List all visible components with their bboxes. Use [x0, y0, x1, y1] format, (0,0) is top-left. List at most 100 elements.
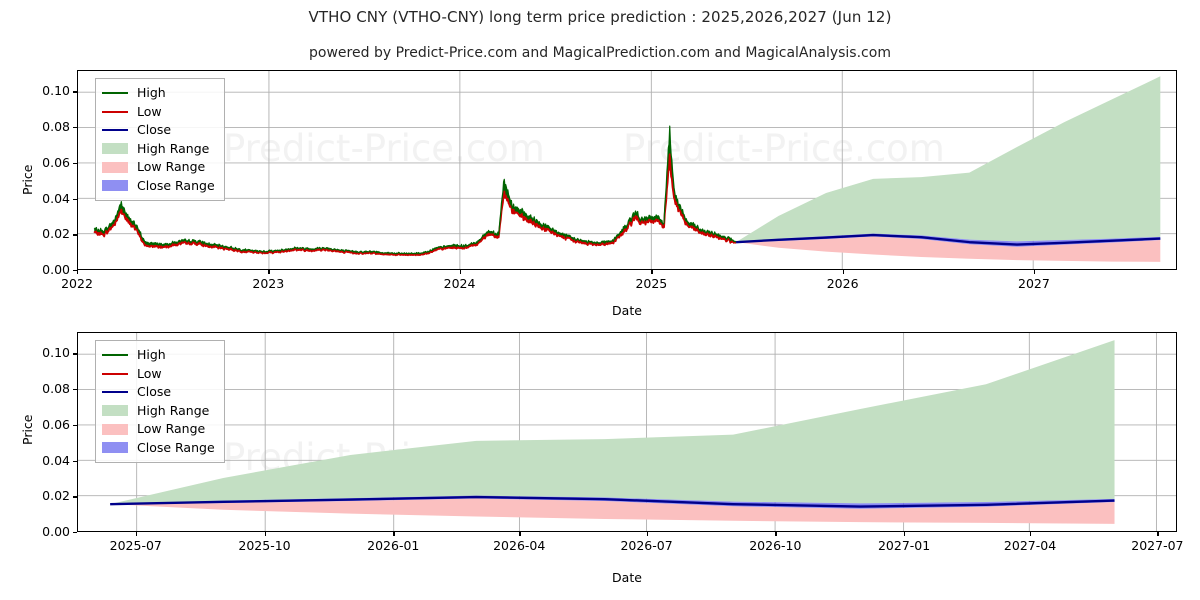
y-tick-mark [73, 234, 77, 236]
y-tick-label: 0.04 [42, 452, 70, 468]
bottom-legend-label: Close [137, 384, 172, 399]
top-legend-label: High [137, 85, 166, 100]
top-legend: High Low Close High Range Low Range Close Ran… [95, 78, 225, 201]
top-legend-item-close[interactable]: Close [102, 121, 216, 140]
bottom-chart-panel: Price 0.00 0.02 0.04 0.06 0.08 0.10 2025-07 20… [0, 320, 1200, 600]
x-tick-mark [135, 532, 138, 536]
top-legend-item-close-range[interactable]: Close Range [102, 177, 216, 196]
bottom-legend-item-low[interactable]: Low [102, 365, 216, 384]
x-tick-mark [77, 270, 79, 274]
y-tick-mark [73, 127, 77, 129]
x-tick-label: 2023 [252, 276, 285, 291]
x-tick-mark [519, 532, 521, 536]
top-legend-label: Low Range [137, 159, 206, 174]
y-tick-mark [73, 162, 77, 165]
top-legend-item-high-range[interactable]: High Range [102, 140, 216, 159]
top-legend-swatch-2 [102, 129, 128, 132]
bottom-legend-swatch-0 [102, 354, 128, 357]
top-legend-label: High Range [137, 140, 210, 156]
x-tick-mark [264, 532, 266, 536]
y-tick-label: 0.08 [42, 119, 70, 135]
y-tick-label: 0.00 [42, 262, 70, 277]
top-legend-label: Close [137, 122, 172, 137]
x-tick-mark [646, 532, 648, 536]
x-tick-label: 2027-04 [1003, 538, 1057, 553]
x-tick-mark [459, 270, 461, 274]
bottom-legend-label: High [137, 347, 166, 362]
top-chart-svg [78, 71, 1176, 269]
bottom-legend-label: Low [137, 365, 162, 381]
y-tick-label: 0.10 [42, 83, 70, 99]
bottom-legend-swatch-3 [102, 405, 128, 417]
x-tick-label: 2026-04 [493, 538, 546, 553]
bottom-legend: High Low Close High Range Low Range Close Ran… [95, 340, 225, 463]
x-tick-mark [268, 270, 270, 274]
x-tick-mark [393, 532, 395, 536]
y-tick-mark [73, 424, 77, 427]
bottom-legend-swatch-2 [102, 391, 128, 394]
top-legend-item-high[interactable]: High [102, 84, 216, 103]
top-legend-swatch-1 [102, 110, 128, 113]
y-tick-mark [73, 496, 77, 498]
y-tick-label: 0.08 [42, 381, 70, 397]
x-tick-label: 2027-01 [877, 538, 931, 553]
y-tick-mark [73, 460, 77, 462]
page-title: VTHO CNY (VTHO-CNY) long term price pred… [308, 8, 892, 26]
top-legend-item-low[interactable]: Low [102, 103, 216, 122]
y-tick-label: 0.10 [42, 345, 70, 361]
bottom-legend-swatch-4 [102, 423, 128, 435]
y-tick-label: 0.06 [42, 154, 70, 170]
bottom-legend-label: High Range [137, 402, 210, 418]
top-legend-swatch-0 [102, 92, 128, 95]
bottom-legend-item-high[interactable]: High [102, 346, 216, 365]
bottom-legend-swatch-5 [102, 442, 128, 454]
page-subtitle: powered by Predict-Price.com and Magical… [309, 45, 891, 61]
y-tick-mark [73, 532, 77, 534]
x-tick-mark [1033, 270, 1036, 274]
bottom-legend-item-close-range[interactable]: Close Range [102, 439, 216, 458]
x-tick-label: 2025 [635, 276, 668, 291]
top-legend-swatch-5 [102, 180, 128, 192]
y-tick-label: 0.04 [42, 190, 70, 206]
y-tick-mark [73, 270, 77, 272]
bottom-x-axis-label: Date [612, 570, 642, 585]
bottom-legend-item-low-range[interactable]: Low Range [102, 420, 216, 439]
y-tick-mark [73, 91, 77, 93]
bottom-legend-label: Low Range [137, 421, 206, 436]
x-tick-label: 2026-01 [367, 538, 420, 553]
y-tick-label: 0.00 [42, 524, 70, 539]
x-tick-label: 2027-07 [1131, 538, 1184, 553]
x-tick-mark [1157, 532, 1159, 536]
x-tick-label: 2022 [61, 276, 93, 291]
top-plot-area: Predict-Price.com Predict-Price.com [77, 70, 1177, 270]
y-tick-label: 0.06 [42, 416, 70, 432]
y-tick-mark [73, 353, 77, 355]
y-tick-label: 0.02 [42, 226, 70, 242]
x-tick-label: 2026-07 [620, 538, 673, 553]
bottom-legend-item-high-range[interactable]: High Range [102, 402, 216, 421]
top-legend-swatch-4 [102, 161, 128, 173]
x-tick-mark [651, 270, 653, 274]
y-tick-mark [73, 198, 77, 200]
top-legend-label: Close Range [137, 177, 215, 193]
x-tick-label: 2025-07 [109, 538, 162, 553]
x-tick-mark [842, 270, 844, 274]
x-tick-label: 2027 [1018, 276, 1050, 291]
top-legend-swatch-3 [102, 143, 128, 155]
bottom-legend-swatch-1 [102, 372, 128, 375]
top-x-axis-label: Date [612, 303, 642, 318]
top-legend-item-low-range[interactable]: Low Range [102, 158, 216, 177]
top-legend-label: Low [137, 103, 162, 119]
bottom-legend-item-close[interactable]: Close [102, 383, 216, 402]
y-tick-mark [73, 389, 77, 391]
y-tick-label: 0.02 [42, 488, 70, 504]
x-tick-label: 2026 [826, 276, 859, 291]
x-tick-mark [1030, 532, 1032, 536]
bottom-legend-label: Close Range [137, 439, 215, 455]
bottom-chart-svg [78, 333, 1176, 531]
x-tick-label: 2024 [443, 276, 476, 291]
bottom-plot-area: Predict-Price.com Predict-Price.com [77, 332, 1177, 532]
x-tick-mark [775, 532, 777, 536]
x-tick-mark [904, 532, 906, 536]
top-chart-panel: Price 0.00 0.02 0.04 0.06 0.08 0.10 2022 2023 2… [20, 70, 1177, 318]
